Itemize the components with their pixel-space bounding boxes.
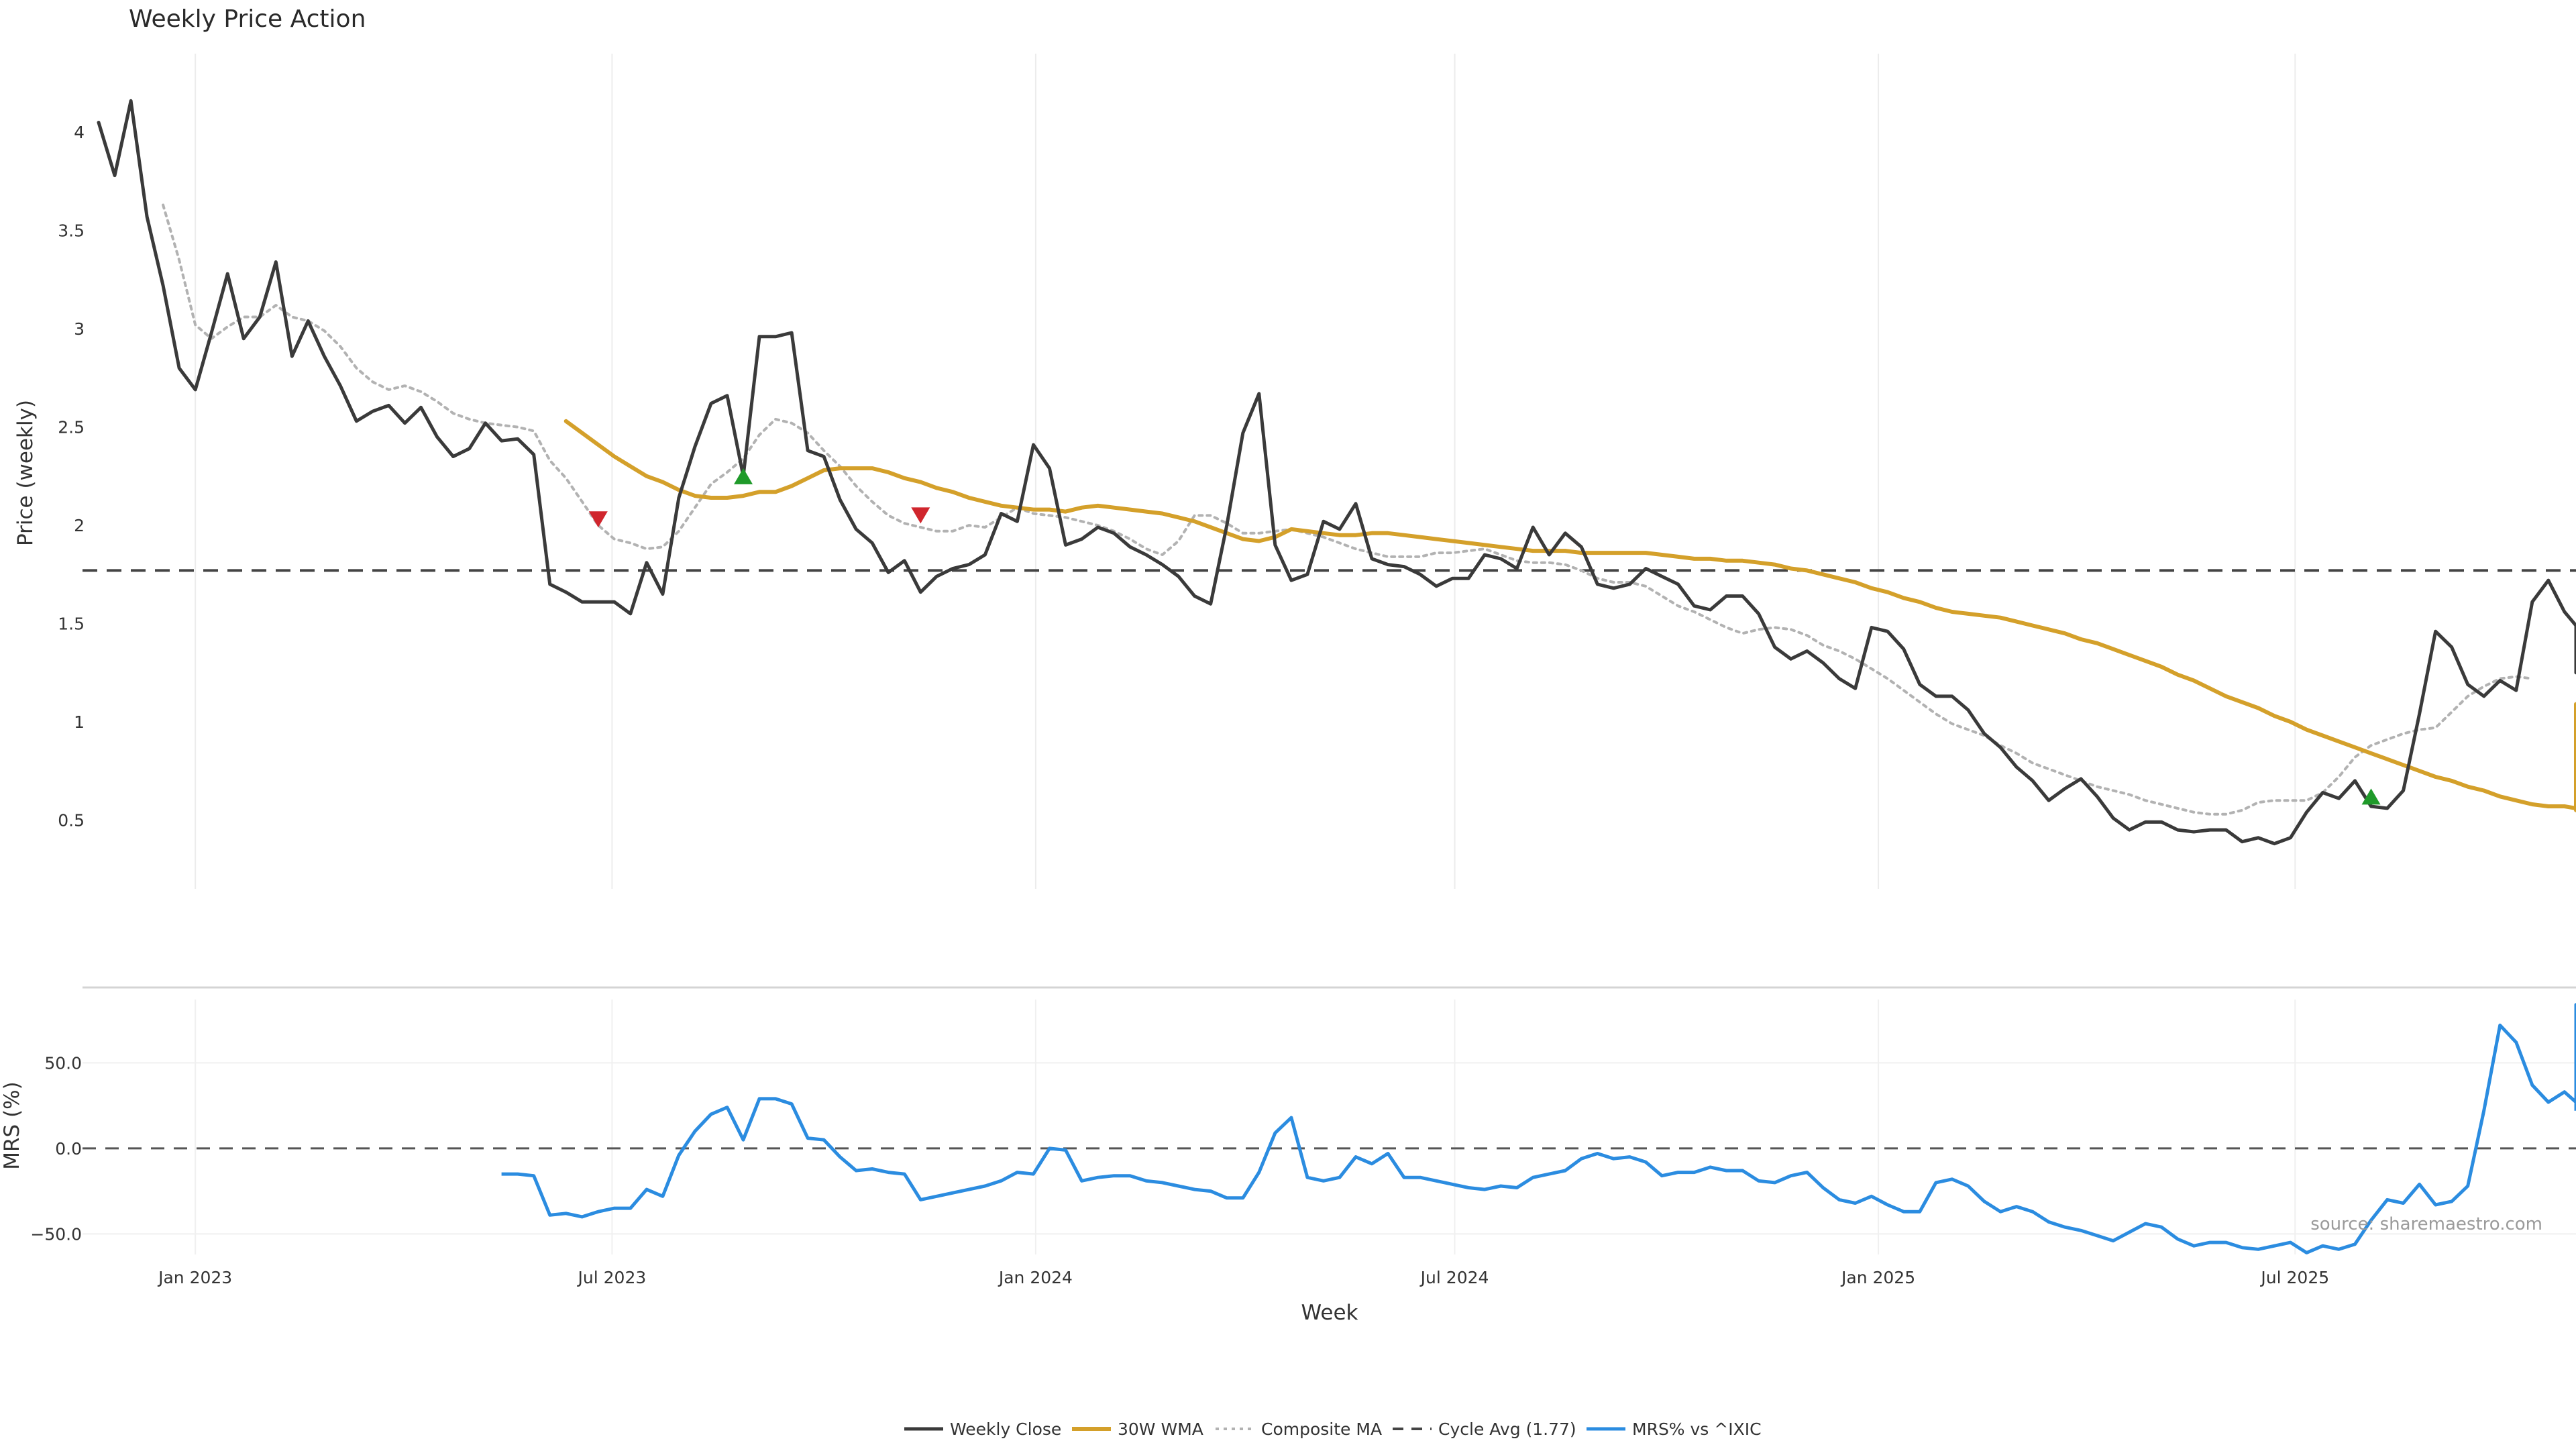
x-tick-label: Jul 2025 [2259, 1268, 2329, 1287]
legend-label-30w-wma: 30W WMA [1118, 1419, 1203, 1439]
price-y-ticks: 0.5 1 1.5 2 2.5 3 3.5 4 [58, 123, 85, 830]
legend: Weekly Close 30W WMA Composite MA Cycle Avg… [904, 1419, 1762, 1439]
price-y-tick-label: 4 [74, 123, 85, 142]
composite-ma-line [162, 203, 2534, 816]
legend-label-composite-ma: Composite MA [1261, 1419, 1382, 1439]
price-y-tick-label: 2 [74, 516, 85, 535]
mrs-y-ticks: −50.0 0.0 50.0 [30, 1053, 82, 1244]
price-gridlines [195, 54, 2296, 889]
x-tick-label: Jan 2024 [998, 1268, 1073, 1287]
mrs-y-tick-label: 0.0 [55, 1139, 82, 1159]
chart-title: Weekly Price Action [129, 5, 366, 33]
price-y-tick-label: 1 [74, 712, 85, 732]
legend-label-mrs-vs-ixic: MRS% vs ^IXIC [1632, 1419, 1762, 1439]
sell-signal-marker [911, 507, 930, 524]
price-y-tick-label: 2.5 [58, 418, 85, 437]
legend-label-cycle-avg-1-77: Cycle Avg (1.77) [1438, 1419, 1576, 1439]
x-tick-label: Jul 2023 [577, 1268, 647, 1287]
mrs-gridlines [83, 1000, 2576, 1254]
mrs-y-tick-label: −50.0 [30, 1224, 82, 1244]
price-y-axis-label: Price (weekly) [13, 400, 38, 546]
weekly-close-line [97, 99, 2576, 846]
mrs-panel: −50.0 0.0 50.0 MRS (%) source: sharemaestr… [0, 1000, 2576, 1254]
x-tick-label: Jan 2023 [157, 1268, 232, 1287]
buy-signal-marker [2361, 788, 2381, 805]
x-tick-label: Jul 2024 [1419, 1268, 1489, 1287]
legend-label-weekly-close: Weekly Close [950, 1419, 1061, 1439]
buy-signal-marker [734, 468, 753, 484]
price-y-tick-label: 3 [74, 319, 85, 339]
mrs-line [501, 1003, 2576, 1254]
sell-signal-marker [588, 511, 608, 528]
price-series [97, 99, 2576, 846]
source-label: source: sharemaestro.com [2310, 1214, 2542, 1234]
price-panel: 0.5 1 1.5 2 2.5 3 3.5 4 Price (weekly) [13, 54, 2576, 889]
x-axis-ticks: Jan 2023 Jul 2023 Jan 2024 Jul 2024 Jan 2025… [157, 1268, 2329, 1287]
mrs-y-axis-label: MRS (%) [0, 1081, 24, 1169]
x-tick-label: Jan 2025 [1840, 1268, 1915, 1287]
price-y-tick-label: 3.5 [58, 221, 85, 241]
30w-wma-line [564, 419, 2576, 812]
x-axis-label: Week [1301, 1301, 1358, 1325]
mrs-series [501, 1003, 2576, 1254]
mrs-y-tick-label: 50.0 [44, 1053, 82, 1073]
signal-markers [588, 468, 2381, 805]
price-y-tick-label: 0.5 [58, 810, 85, 830]
price-y-tick-label: 1.5 [58, 614, 85, 634]
